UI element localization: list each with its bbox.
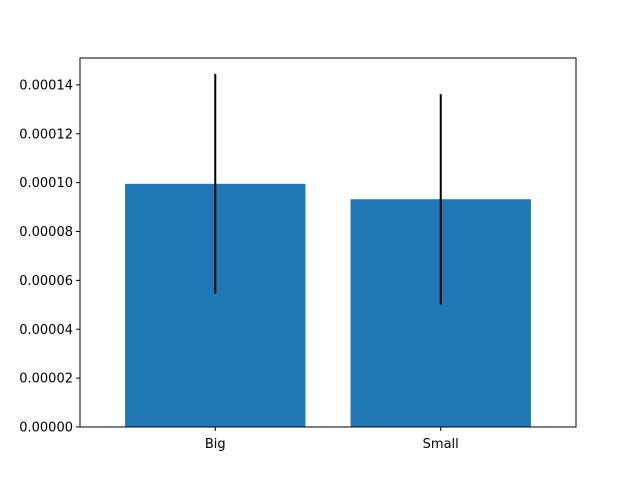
y-tick-label: 0.00004 (19, 323, 73, 338)
x-tick-label: Small (423, 437, 459, 452)
y-tick-label: 0.00010 (19, 176, 73, 191)
y-tick-label: 0.00006 (19, 274, 73, 289)
plot-frame (79, 57, 577, 428)
x-axis: Big Small (205, 427, 459, 452)
error-bars-layer (214, 73, 442, 305)
bars-layer (125, 183, 531, 427)
y-tick-label: 0.00002 (19, 372, 73, 387)
x-tick-label: Big (205, 437, 226, 452)
y-axis: 0.00000 0.00002 0.00004 0.00006 0.00008 0.000… (19, 78, 80, 436)
y-tick-label: 0.00014 (19, 78, 73, 93)
y-tick-label: 0.00000 (19, 421, 73, 436)
y-tick-label: 0.00008 (19, 225, 73, 240)
y-tick-label: 0.00012 (19, 127, 73, 142)
